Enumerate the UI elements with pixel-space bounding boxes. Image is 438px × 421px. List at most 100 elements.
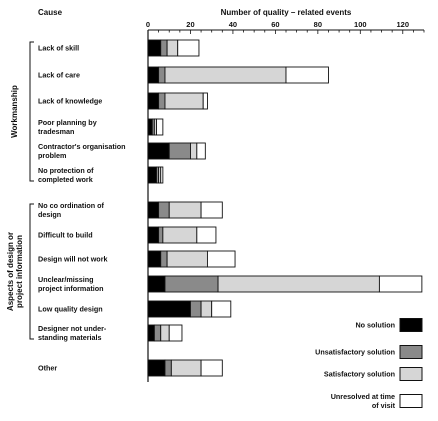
category-label-line: design	[38, 210, 61, 219]
bar-segment	[211, 300, 232, 318]
category-label-line: No co ordination of	[38, 201, 104, 210]
bar-segment	[147, 166, 157, 184]
bar-segment	[147, 118, 153, 136]
bar-segment	[168, 201, 202, 219]
category-labels: Lack of skill Lack of care Lack of knowled…	[38, 44, 126, 373]
bar-segment	[147, 142, 170, 160]
bar-segment	[164, 66, 287, 84]
group-label: Workmanship	[10, 85, 19, 138]
legend-label: Unsatisfactory solution	[315, 348, 395, 357]
category-label: Other	[38, 364, 57, 373]
bar-segment	[217, 275, 380, 293]
bar-segment	[147, 39, 162, 57]
bars	[147, 39, 423, 377]
bar-segment	[147, 324, 155, 342]
category-label-line: tradesman	[38, 127, 74, 136]
category-label-line: Low quality design	[38, 305, 103, 314]
x-tick-label: 100	[354, 20, 367, 29]
category-label-line: No protection of	[38, 166, 94, 175]
bar-segment	[164, 359, 172, 377]
legend-label-line: Unsatisfactory solution	[315, 348, 395, 357]
category-label: Poor planning by tradesman	[38, 118, 97, 136]
category-label-line: standing materials	[38, 333, 102, 342]
x-tick-label: 80	[314, 20, 322, 29]
category-label-line: Difficult to build	[38, 231, 93, 240]
x-axis-title: Number of quality – related events	[221, 8, 352, 17]
bar-segment	[200, 359, 223, 377]
legend-label-line: of visit	[372, 401, 396, 410]
bar-segment	[160, 324, 170, 342]
bar-segment	[285, 66, 329, 84]
legend-label: Unresolved at time of visit	[331, 392, 396, 410]
category-label-line: Other	[38, 364, 57, 373]
category-label-line: Unclear/missing	[38, 275, 94, 284]
group-label: Aspects of design orproject information	[6, 232, 24, 311]
bar-segment	[164, 92, 204, 110]
group-label-line: Aspects of design or	[6, 232, 15, 311]
bar-segment	[156, 118, 164, 136]
category-label: Contractor's organisation problem	[38, 142, 126, 160]
category-label-line: Design will not work	[38, 255, 108, 264]
category-label-line: Designer not under-	[38, 324, 107, 333]
category-label: Lack of care	[38, 71, 80, 80]
category-label-line: Poor planning by	[38, 118, 97, 127]
group-label-line: project information	[15, 235, 24, 308]
category-label: Difficult to build	[38, 231, 93, 240]
group-bracket	[29, 203, 34, 340]
bar-segment	[147, 92, 160, 110]
legend-label-line: Unresolved at time	[331, 392, 395, 401]
group-bracket	[29, 41, 34, 182]
legend: No solution Unsatisfactory solution Satisf…	[315, 318, 423, 410]
legend-swatch	[399, 394, 423, 408]
bar-segment	[190, 142, 198, 160]
category-label-line: Lack of skill	[38, 44, 79, 53]
bar-segment	[168, 142, 191, 160]
x-tick-label: 40	[229, 20, 237, 29]
x-tick-label: 0	[146, 20, 150, 29]
bar-segment	[196, 226, 217, 244]
bar-segment	[158, 226, 164, 244]
category-label: Lack of knowledge	[38, 97, 102, 106]
category-label: Designer not under-standing materials	[38, 324, 107, 342]
category-label-line: Lack of knowledge	[38, 97, 102, 106]
bar-segment	[190, 300, 202, 318]
legend-swatch	[399, 367, 423, 381]
bar-segment	[160, 166, 164, 184]
bar-segment	[202, 92, 208, 110]
category-label: No protection of completed work	[38, 166, 94, 184]
bar-segment	[378, 275, 423, 293]
category-label-line: Contractor's organisation	[38, 142, 126, 151]
x-tick-label: 20	[186, 20, 194, 29]
cause-column-header: Cause	[38, 8, 63, 17]
bar-segment	[164, 275, 219, 293]
bar-segment	[170, 359, 202, 377]
legend-swatch	[399, 318, 423, 332]
bar-segment	[200, 300, 213, 318]
bar-segment	[153, 324, 162, 342]
bar-segment	[158, 66, 166, 84]
category-label: Lack of skill	[38, 44, 79, 53]
category-label: Low quality design	[38, 305, 103, 314]
category-label: Unclear/missing project information	[38, 275, 104, 293]
bar-segment	[166, 250, 208, 268]
bar-segment	[147, 66, 160, 84]
bar-segment	[160, 39, 168, 57]
bar-segment	[158, 201, 170, 219]
bar-segment	[147, 275, 166, 293]
x-tick-label: 120	[397, 20, 410, 29]
legend-label: Satisfactory solution	[324, 370, 395, 379]
bar-segment	[200, 201, 223, 219]
legend-label: No solution	[355, 321, 395, 330]
bar-segment	[168, 324, 183, 342]
bar-segment	[158, 92, 166, 110]
bar-segment	[147, 250, 162, 268]
x-tick-label: 60	[271, 20, 279, 29]
legend-label-line: No solution	[355, 321, 395, 330]
category-label: Design will not work	[38, 255, 108, 264]
category-label-line: project information	[38, 284, 104, 293]
bar-segment	[147, 359, 166, 377]
legend-label-line: Satisfactory solution	[324, 370, 395, 379]
bar-segment	[177, 39, 200, 57]
category-label-line: Lack of care	[38, 71, 80, 80]
